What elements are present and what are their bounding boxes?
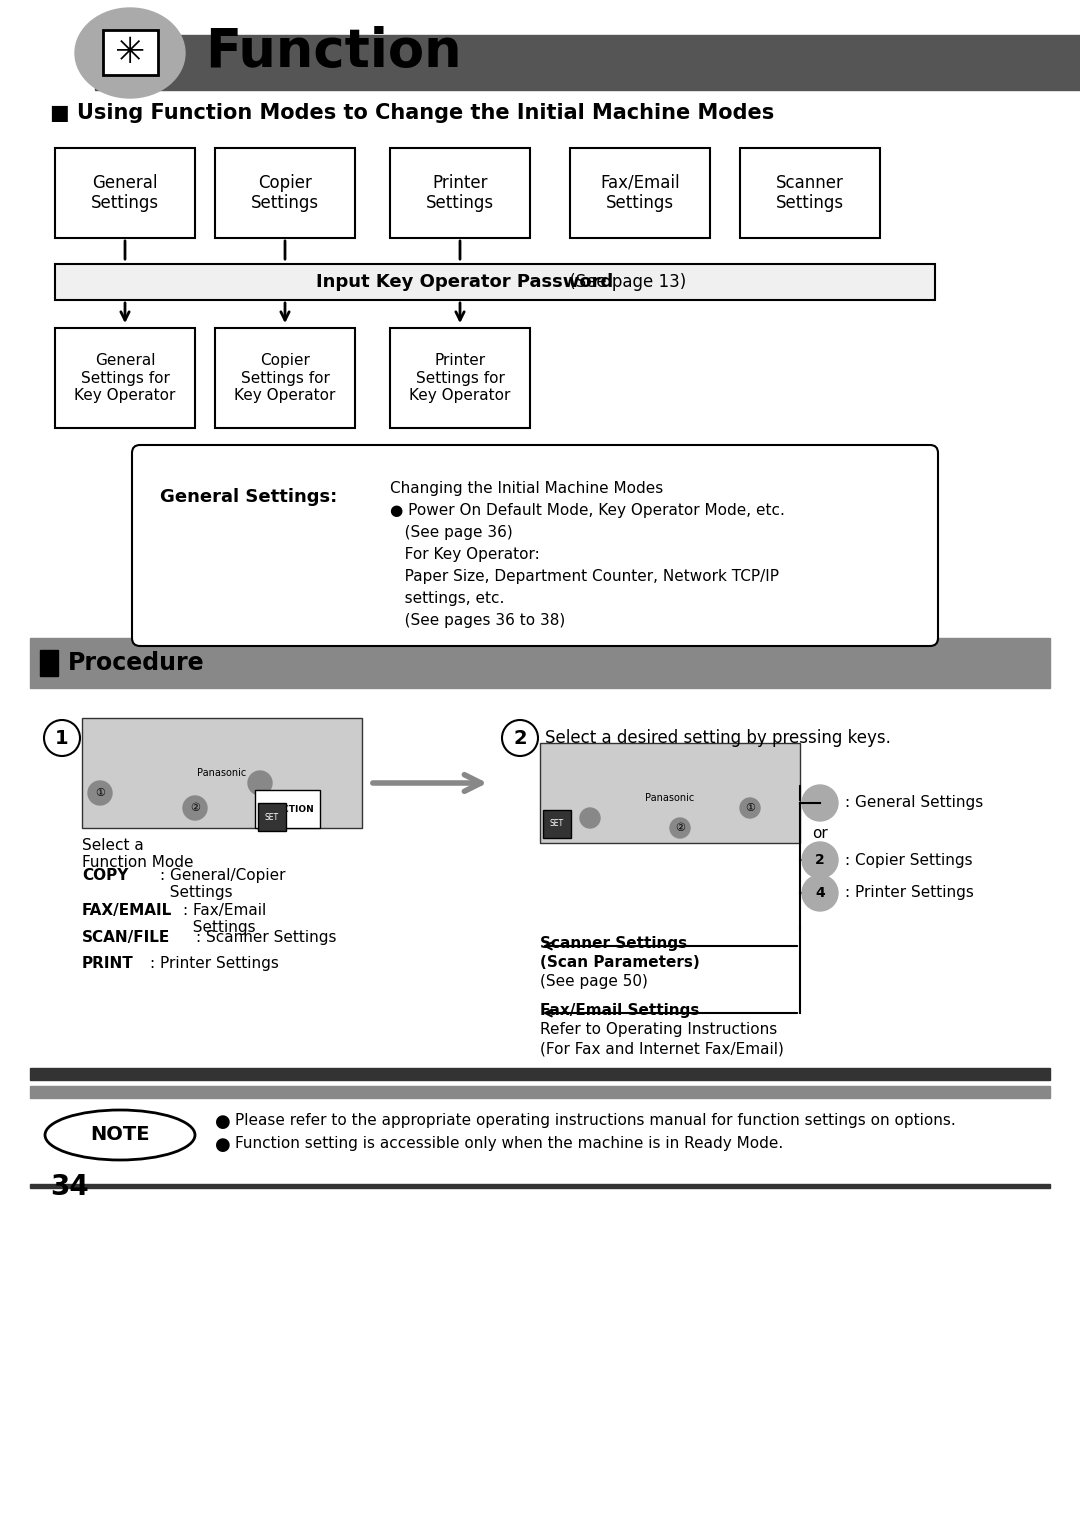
- Text: (See page 50): (See page 50): [540, 973, 648, 989]
- Text: SET: SET: [550, 819, 564, 828]
- Bar: [30, 1086, 1050, 1099]
- Text: : Fax/Email
  Settings: : Fax/Email Settings: [183, 903, 267, 935]
- Text: ②: ②: [675, 824, 685, 833]
- Bar: [540, 743, 800, 843]
- Bar: [258, 804, 286, 831]
- Bar: [543, 810, 571, 837]
- Circle shape: [87, 781, 112, 805]
- Text: 34: 34: [50, 1174, 89, 1201]
- Text: Select a desired setting by pressing keys.: Select a desired setting by pressing key…: [545, 729, 891, 747]
- Text: ①: ①: [95, 788, 105, 798]
- Bar: [82, 718, 362, 828]
- Bar: [30, 639, 1050, 688]
- Bar: [215, 148, 355, 238]
- Text: Printer
Settings for
Key Operator: Printer Settings for Key Operator: [409, 353, 511, 403]
- Text: : Printer Settings: : Printer Settings: [845, 886, 974, 900]
- Text: Printer
Settings: Printer Settings: [426, 174, 494, 212]
- Text: (See pages 36 to 38): (See pages 36 to 38): [390, 613, 565, 628]
- Circle shape: [802, 842, 838, 879]
- Circle shape: [502, 720, 538, 756]
- Text: Fax/Email Settings: Fax/Email Settings: [540, 1002, 700, 1018]
- Text: Refer to Operating Instructions: Refer to Operating Instructions: [540, 1022, 778, 1038]
- Ellipse shape: [45, 1109, 195, 1160]
- Text: General
Settings: General Settings: [91, 174, 159, 212]
- Text: 2: 2: [815, 853, 825, 866]
- Text: or: or: [812, 825, 828, 840]
- Bar: [55, 329, 195, 428]
- Text: ①: ①: [745, 804, 755, 813]
- Text: ● Power On Default Mode, Key Operator Mode, etc.: ● Power On Default Mode, Key Operator Mo…: [390, 503, 785, 518]
- Text: FUNCTION: FUNCTION: [260, 805, 313, 813]
- Bar: [390, 329, 530, 428]
- FancyBboxPatch shape: [132, 445, 939, 646]
- Text: For Key Operator:: For Key Operator:: [390, 547, 540, 562]
- Text: PRINT: PRINT: [82, 957, 134, 970]
- Text: Please refer to the appropriate operating instructions manual for function setti: Please refer to the appropriate operatin…: [235, 1112, 956, 1128]
- Bar: [55, 148, 195, 238]
- Bar: [570, 148, 710, 238]
- Text: ②: ②: [190, 804, 200, 813]
- Text: settings, etc.: settings, etc.: [390, 591, 504, 607]
- Circle shape: [44, 720, 80, 756]
- Circle shape: [580, 808, 600, 828]
- Text: Scanner Settings: Scanner Settings: [540, 937, 687, 950]
- Text: ●: ●: [215, 1135, 231, 1154]
- Text: Copier
Settings: Copier Settings: [251, 174, 319, 212]
- Text: ●: ●: [215, 1112, 231, 1131]
- Circle shape: [802, 785, 838, 821]
- Text: 4: 4: [815, 886, 825, 900]
- Text: ■ Using Function Modes to Change the Initial Machine Modes: ■ Using Function Modes to Change the Ini…: [50, 102, 774, 122]
- Text: (Scan Parameters): (Scan Parameters): [540, 955, 700, 970]
- Text: Changing the Initial Machine Modes: Changing the Initial Machine Modes: [390, 481, 663, 497]
- Text: (See page 36): (See page 36): [390, 526, 513, 539]
- Text: Select a
Function Mode: Select a Function Mode: [82, 837, 193, 871]
- Circle shape: [740, 798, 760, 817]
- Text: Procedure: Procedure: [68, 651, 204, 675]
- Text: Panasonic: Panasonic: [646, 793, 694, 804]
- Circle shape: [670, 817, 690, 837]
- Circle shape: [248, 772, 272, 795]
- Text: : Copier Settings: : Copier Settings: [845, 853, 973, 868]
- Bar: [390, 148, 530, 238]
- Text: 1: 1: [55, 729, 69, 747]
- Text: Function setting is accessible only when the machine is in Ready Mode.: Function setting is accessible only when…: [235, 1135, 783, 1151]
- Text: NOTE: NOTE: [91, 1126, 150, 1144]
- Text: SCAN/FILE: SCAN/FILE: [82, 931, 171, 944]
- Bar: [30, 1068, 1050, 1080]
- Text: : General Settings: : General Settings: [845, 796, 983, 810]
- Text: Scanner
Settings: Scanner Settings: [775, 174, 845, 212]
- Circle shape: [183, 796, 207, 821]
- Text: ✳: ✳: [116, 37, 146, 70]
- Text: Copier
Settings for
Key Operator: Copier Settings for Key Operator: [234, 353, 336, 403]
- Bar: [30, 1184, 1050, 1187]
- Text: 2: 2: [513, 729, 527, 747]
- Text: General
Settings for
Key Operator: General Settings for Key Operator: [75, 353, 176, 403]
- Text: FAX/EMAIL: FAX/EMAIL: [82, 903, 172, 918]
- Text: : Scanner Settings: : Scanner Settings: [195, 931, 337, 944]
- Bar: [40, 649, 58, 675]
- Text: COPY: COPY: [82, 868, 129, 883]
- Bar: [255, 790, 320, 828]
- Text: Fax/Email
Settings: Fax/Email Settings: [600, 174, 679, 212]
- Text: Panasonic: Panasonic: [198, 769, 246, 778]
- Text: (See page 13): (See page 13): [564, 274, 686, 290]
- Text: Paper Size, Department Counter, Network TCP/IP: Paper Size, Department Counter, Network …: [390, 568, 779, 584]
- Text: SET: SET: [265, 813, 279, 822]
- Text: General Settings:: General Settings:: [160, 487, 337, 506]
- Bar: [95, 35, 1080, 90]
- Ellipse shape: [75, 8, 185, 98]
- Bar: [740, 148, 880, 238]
- Circle shape: [802, 876, 838, 911]
- Bar: [103, 31, 158, 75]
- Text: Input Key Operator Password: Input Key Operator Password: [316, 274, 613, 290]
- Bar: [55, 264, 935, 299]
- Text: : Printer Settings: : Printer Settings: [150, 957, 279, 970]
- Text: Function: Function: [205, 26, 461, 78]
- Bar: [215, 329, 355, 428]
- Text: (For Fax and Internet Fax/Email): (For Fax and Internet Fax/Email): [540, 1041, 784, 1056]
- Text: : General/Copier
  Settings: : General/Copier Settings: [160, 868, 285, 900]
